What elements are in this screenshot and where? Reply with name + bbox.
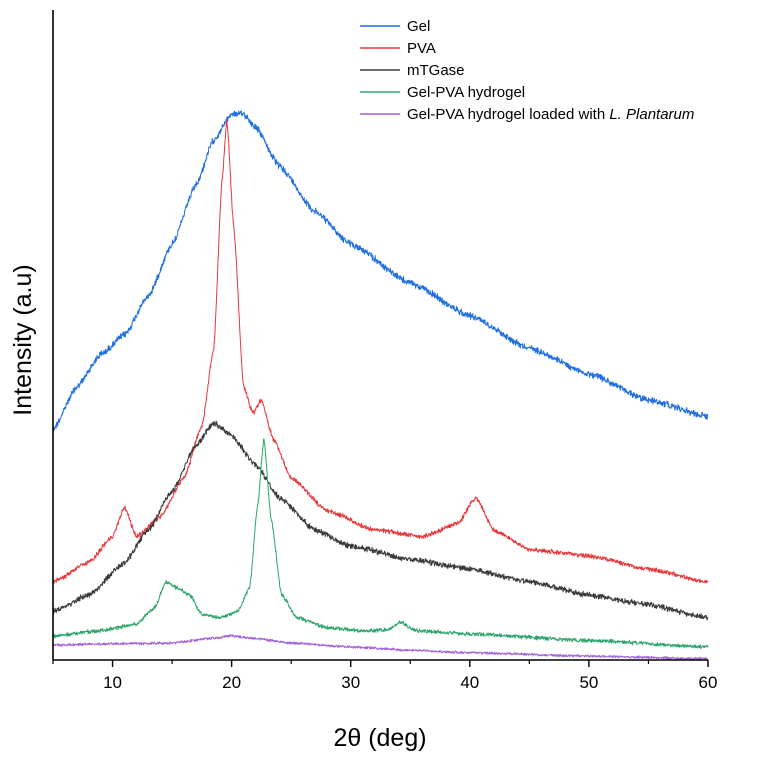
legend-label: Gel [407,18,430,35]
legend-label-prefix: Gel-PVA hydrogel loaded with [407,106,609,123]
x-tick-label: 50 [579,673,598,692]
x-tick-label: 30 [341,673,360,692]
legend-item: Gel-PVA hydrogel [360,84,525,101]
series-line-3 [52,438,709,650]
series-line-4 [52,634,709,661]
series-layer [52,110,709,661]
series-line-1 [52,119,709,584]
x-tick-label: 40 [460,673,479,692]
series-line-0 [52,110,709,432]
legend-item: PVA [360,40,436,57]
series-line-2 [52,420,709,621]
legend-label: mTGase [407,62,465,79]
x-tick-label: 60 [699,673,718,692]
legend: Gel PVA mTGase Gel-PVA hydrogel Gel-PVA hydr… [360,18,694,123]
x-axis-title: 2θ (deg) [333,724,426,752]
legend-label-italic: L. Plantarum [609,106,694,123]
x-tick-label: 20 [222,673,241,692]
legend-item: Gel [360,18,430,35]
legend-label: PVA [407,40,436,57]
legend-item: mTGase [360,62,465,79]
legend-label: Gel-PVA hydrogel loaded with L. Plantaru… [407,106,694,123]
x-tick-label: 10 [103,673,122,692]
x-ticks: 10 20 30 40 50 60 [52,660,718,692]
axes: 10 20 30 40 50 60 [52,10,718,692]
legend-item: Gel-PVA hydrogel loaded with L. Plantaru… [360,106,694,123]
y-axis-title: Intensity (a.u) [9,264,37,415]
legend-label: Gel-PVA hydrogel [407,84,525,101]
